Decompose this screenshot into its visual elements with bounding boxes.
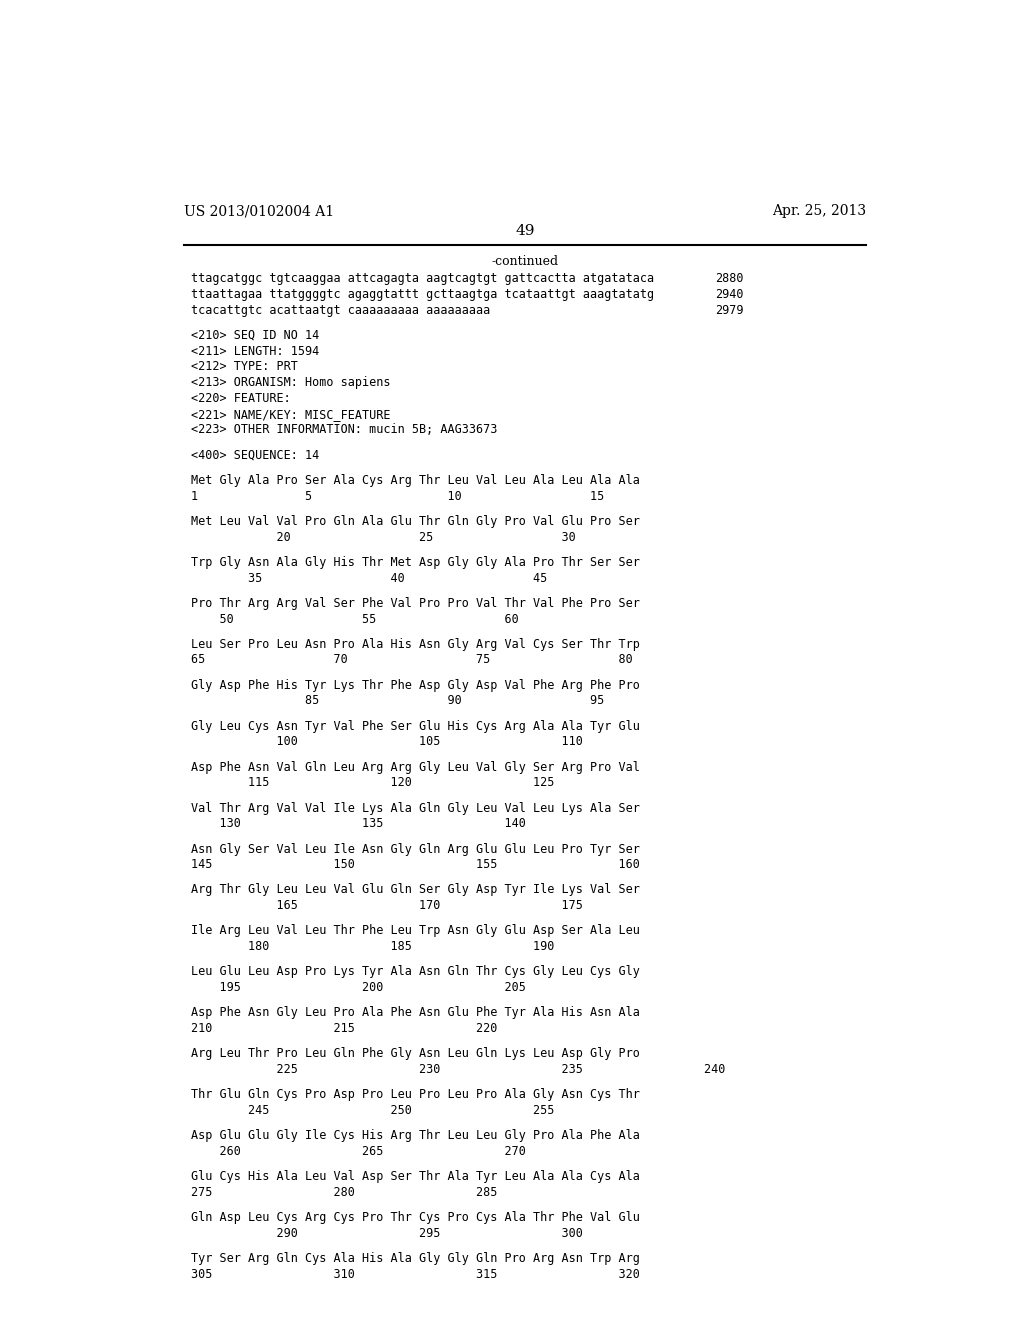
Text: Glu Cys His Ala Leu Val Asp Ser Thr Ala Tyr Leu Ala Ala Cys Ala: Glu Cys His Ala Leu Val Asp Ser Thr Ala … <box>191 1171 640 1183</box>
Text: 35                  40                  45: 35 40 45 <box>191 572 548 585</box>
Text: tcacattgtc acattaatgt caaaaaaaaa aaaaaaaaa: tcacattgtc acattaatgt caaaaaaaaa aaaaaaa… <box>191 304 490 317</box>
Text: 165                 170                 175: 165 170 175 <box>191 899 584 912</box>
Text: 100                 105                 110: 100 105 110 <box>191 735 584 748</box>
Text: 180                 185                 190: 180 185 190 <box>191 940 555 953</box>
Text: <213> ORGANISM: Homo sapiens: <213> ORGANISM: Homo sapiens <box>191 376 391 389</box>
Text: Ile Arg Leu Val Leu Thr Phe Leu Trp Asn Gly Glu Asp Ser Ala Leu: Ile Arg Leu Val Leu Thr Phe Leu Trp Asn … <box>191 924 640 937</box>
Text: 115                 120                 125: 115 120 125 <box>191 776 555 789</box>
Text: 20                  25                  30: 20 25 30 <box>191 531 577 544</box>
Text: Val Thr Arg Val Val Ile Lys Ala Gln Gly Leu Val Leu Lys Ala Ser: Val Thr Arg Val Val Ile Lys Ala Gln Gly … <box>191 801 640 814</box>
Text: Pro Thr Arg Arg Val Ser Phe Val Pro Pro Val Thr Val Phe Pro Ser: Pro Thr Arg Arg Val Ser Phe Val Pro Pro … <box>191 597 640 610</box>
Text: Arg Leu Thr Pro Leu Gln Phe Gly Asn Leu Gln Lys Leu Asp Gly Pro: Arg Leu Thr Pro Leu Gln Phe Gly Asn Leu … <box>191 1047 640 1060</box>
Text: Thr Glu Gln Cys Pro Asp Pro Leu Pro Leu Pro Ala Gly Asn Cys Thr: Thr Glu Gln Cys Pro Asp Pro Leu Pro Leu … <box>191 1088 640 1101</box>
Text: <220> FEATURE:: <220> FEATURE: <box>191 392 291 405</box>
Text: 50                  55                  60: 50 55 60 <box>191 612 519 626</box>
Text: 130                 135                 140: 130 135 140 <box>191 817 526 830</box>
Text: Asp Phe Asn Val Gln Leu Arg Arg Gly Leu Val Gly Ser Arg Pro Val: Asp Phe Asn Val Gln Leu Arg Arg Gly Leu … <box>191 760 640 774</box>
Text: 2940: 2940 <box>715 288 743 301</box>
Text: -continued: -continued <box>492 255 558 268</box>
Text: ttagcatggc tgtcaaggaa attcagagta aagtcagtgt gattcactta atgatataca: ttagcatggc tgtcaaggaa attcagagta aagtcag… <box>191 272 654 285</box>
Text: 290                 295                 300: 290 295 300 <box>191 1228 584 1239</box>
Text: <221> NAME/KEY: MISC_FEATURE: <221> NAME/KEY: MISC_FEATURE <box>191 408 391 421</box>
Text: 49: 49 <box>515 224 535 239</box>
Text: Asp Glu Glu Gly Ile Cys His Arg Thr Leu Leu Gly Pro Ala Phe Ala: Asp Glu Glu Gly Ile Cys His Arg Thr Leu … <box>191 1130 640 1142</box>
Text: Gly Leu Cys Asn Tyr Val Phe Ser Glu His Cys Arg Ala Ala Tyr Glu: Gly Leu Cys Asn Tyr Val Phe Ser Glu His … <box>191 719 640 733</box>
Text: Apr. 25, 2013: Apr. 25, 2013 <box>772 205 866 218</box>
Text: US 2013/0102004 A1: US 2013/0102004 A1 <box>183 205 334 218</box>
Text: <212> TYPE: PRT: <212> TYPE: PRT <box>191 360 298 374</box>
Text: 1               5                   10                  15: 1 5 10 15 <box>191 490 605 503</box>
Text: Met Gly Ala Pro Ser Ala Cys Arg Thr Leu Val Leu Ala Leu Ala Ala: Met Gly Ala Pro Ser Ala Cys Arg Thr Leu … <box>191 474 640 487</box>
Text: Gln Asp Leu Cys Arg Cys Pro Thr Cys Pro Cys Ala Thr Phe Val Glu: Gln Asp Leu Cys Arg Cys Pro Thr Cys Pro … <box>191 1212 640 1224</box>
Text: Trp Gly Asn Ala Gly His Thr Met Asp Gly Gly Ala Pro Thr Ser Ser: Trp Gly Asn Ala Gly His Thr Met Asp Gly … <box>191 556 640 569</box>
Text: Arg Thr Gly Leu Leu Val Glu Gln Ser Gly Asp Tyr Ile Lys Val Ser: Arg Thr Gly Leu Leu Val Glu Gln Ser Gly … <box>191 883 640 896</box>
Text: <223> OTHER INFORMATION: mucin 5B; AAG33673: <223> OTHER INFORMATION: mucin 5B; AAG33… <box>191 424 498 437</box>
Text: 195                 200                 205: 195 200 205 <box>191 981 526 994</box>
Text: 225                 230                 235                 240: 225 230 235 240 <box>191 1063 726 1076</box>
Text: <400> SEQUENCE: 14: <400> SEQUENCE: 14 <box>191 449 319 462</box>
Text: Gly Asp Phe His Tyr Lys Thr Phe Asp Gly Asp Val Phe Arg Phe Pro: Gly Asp Phe His Tyr Lys Thr Phe Asp Gly … <box>191 678 640 692</box>
Text: 145                 150                 155                 160: 145 150 155 160 <box>191 858 640 871</box>
Text: Leu Ser Pro Leu Asn Pro Ala His Asn Gly Arg Val Cys Ser Thr Trp: Leu Ser Pro Leu Asn Pro Ala His Asn Gly … <box>191 638 640 651</box>
Text: 305                 310                 315                 320: 305 310 315 320 <box>191 1269 640 1280</box>
Text: 245                 250                 255: 245 250 255 <box>191 1104 555 1117</box>
Text: Met Leu Val Val Pro Gln Ala Glu Thr Gln Gly Pro Val Glu Pro Ser: Met Leu Val Val Pro Gln Ala Glu Thr Gln … <box>191 515 640 528</box>
Text: ttaattagaa ttatggggtc agaggtattt gcttaagtga tcataattgt aaagtatatg: ttaattagaa ttatggggtc agaggtattt gcttaag… <box>191 288 654 301</box>
Text: 210                 215                 220: 210 215 220 <box>191 1022 498 1035</box>
Text: 260                 265                 270: 260 265 270 <box>191 1144 526 1158</box>
Text: 2979: 2979 <box>715 304 743 317</box>
Text: <210> SEQ ID NO 14: <210> SEQ ID NO 14 <box>191 329 319 342</box>
Text: Asn Gly Ser Val Leu Ile Asn Gly Gln Arg Glu Glu Leu Pro Tyr Ser: Asn Gly Ser Val Leu Ile Asn Gly Gln Arg … <box>191 842 640 855</box>
Text: 85                  90                  95: 85 90 95 <box>191 694 605 708</box>
Text: Asp Phe Asn Gly Leu Pro Ala Phe Asn Glu Phe Tyr Ala His Asn Ala: Asp Phe Asn Gly Leu Pro Ala Phe Asn Glu … <box>191 1006 640 1019</box>
Text: 275                 280                 285: 275 280 285 <box>191 1185 498 1199</box>
Text: Tyr Ser Arg Gln Cys Ala His Ala Gly Gly Gln Pro Arg Asn Trp Arg: Tyr Ser Arg Gln Cys Ala His Ala Gly Gly … <box>191 1253 640 1265</box>
Text: 2880: 2880 <box>715 272 743 285</box>
Text: <211> LENGTH: 1594: <211> LENGTH: 1594 <box>191 345 319 358</box>
Text: Leu Glu Leu Asp Pro Lys Tyr Ala Asn Gln Thr Cys Gly Leu Cys Gly: Leu Glu Leu Asp Pro Lys Tyr Ala Asn Gln … <box>191 965 640 978</box>
Text: 65                  70                  75                  80: 65 70 75 80 <box>191 653 633 667</box>
